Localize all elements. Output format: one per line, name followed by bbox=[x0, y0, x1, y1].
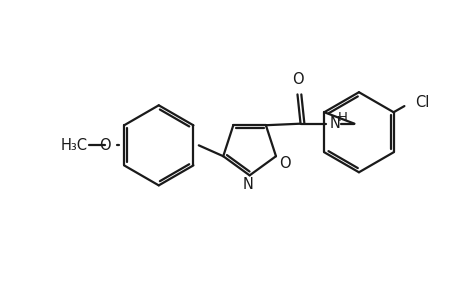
Text: H₃C: H₃C bbox=[61, 138, 88, 153]
Text: O: O bbox=[279, 156, 291, 171]
Text: N: N bbox=[242, 177, 253, 192]
Text: O: O bbox=[99, 138, 111, 153]
Text: N: N bbox=[329, 116, 340, 131]
Text: O: O bbox=[292, 72, 303, 87]
Text: H: H bbox=[337, 111, 347, 124]
Text: Cl: Cl bbox=[414, 95, 429, 110]
